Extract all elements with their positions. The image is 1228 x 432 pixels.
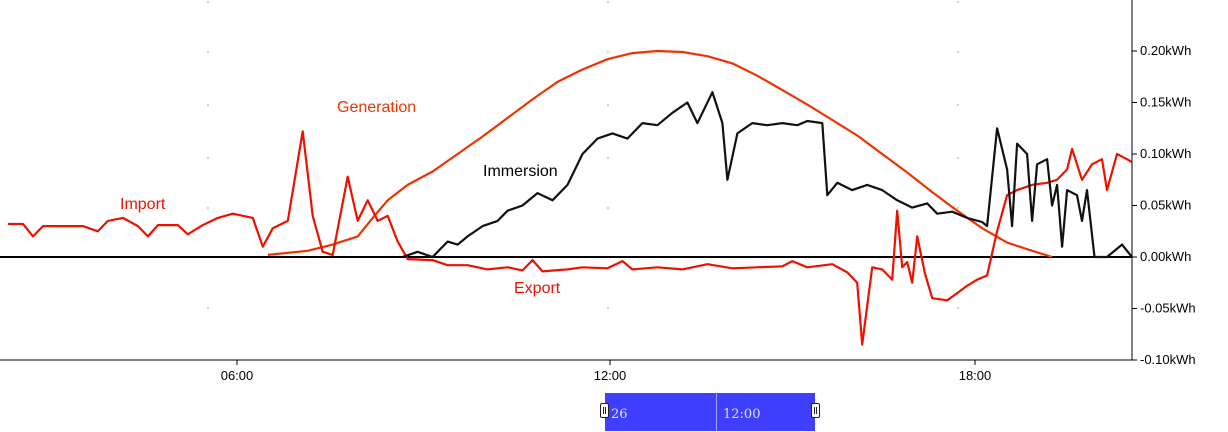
grid-dot [957, 1, 959, 3]
grid-dot [207, 104, 209, 106]
grid-dot [607, 1, 609, 3]
y-axis-ticks: 0.20kWh 0.15kWh 0.10kWh 0.05kWh 0.00kWh -0.05… [1132, 43, 1196, 367]
y-tick-label: 0.15kWh [1140, 95, 1191, 110]
grid-dot [957, 207, 959, 209]
annotation-import: Import [120, 196, 166, 213]
immersion-line [402, 91, 1133, 259]
grid-dot [607, 157, 609, 159]
annotation-immersion: Immersion [483, 163, 558, 180]
import-export-line [8, 130, 1133, 346]
grid-dot [607, 104, 609, 106]
grid-dot [957, 307, 959, 309]
y-tick-label: 0.10kWh [1140, 146, 1191, 161]
y-tick-label: 0.00kWh [1140, 249, 1191, 264]
y-tick-label: -0.10kWh [1140, 352, 1196, 367]
grid-dot [207, 307, 209, 309]
grid-dot [607, 51, 609, 53]
y-tick-label: 0.05kWh [1140, 198, 1191, 213]
y-tick-label: -0.05kWh [1140, 301, 1196, 316]
navigator-date-label: 26 [611, 407, 628, 422]
grid-dot [607, 307, 609, 309]
grid-dot [207, 1, 209, 3]
grid-dot [207, 207, 209, 209]
grid-dot [207, 51, 209, 53]
generation-line [267, 49, 1053, 259]
grid-dots [207, 1, 959, 309]
x-axis-ticks: 06:00 12:00 18:00 [221, 360, 992, 383]
navigator-left-handle[interactable] [600, 403, 609, 418]
x-tick-label: 12:00 [594, 368, 627, 383]
navigator-selection[interactable]: 26 12:00 [605, 393, 815, 431]
navigator-right-handle[interactable] [811, 403, 820, 418]
navigator-divider [716, 393, 717, 431]
grid-dot [207, 157, 209, 159]
y-tick-label: 0.20kWh [1140, 43, 1191, 58]
annotation-export: Export [514, 280, 561, 297]
series-layer [8, 49, 1133, 346]
time-range-navigator[interactable]: 26 12:00 [600, 393, 822, 431]
navigator-time-label: 12:00 [723, 407, 761, 422]
x-tick-label: 18:00 [959, 368, 992, 383]
x-tick-label: 06:00 [221, 368, 254, 383]
annotation-generation: Generation [337, 99, 416, 116]
grid-dot [957, 104, 959, 106]
grid-dot [607, 207, 609, 209]
grid-dot [957, 51, 959, 53]
grid-dot [957, 157, 959, 159]
